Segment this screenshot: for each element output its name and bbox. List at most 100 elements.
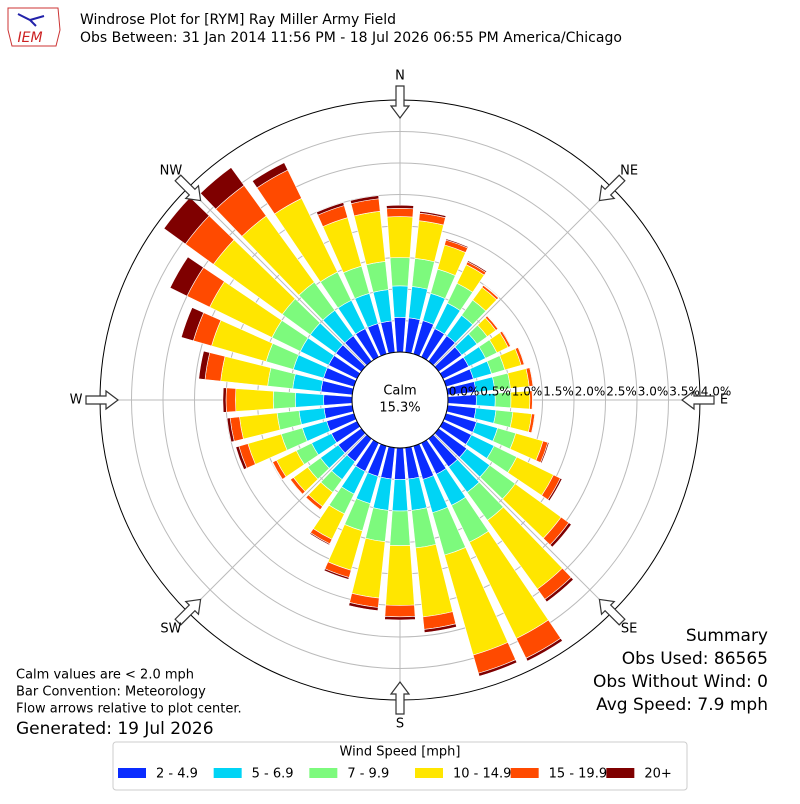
flow-arrow bbox=[598, 174, 626, 202]
summary-line: Avg Speed: 7.9 mph bbox=[596, 695, 768, 715]
arrow-shape bbox=[389, 681, 411, 715]
bar-segment bbox=[544, 576, 574, 603]
bar-segment bbox=[384, 604, 416, 618]
bar-segment bbox=[349, 195, 380, 205]
bar-segment bbox=[482, 284, 500, 299]
bar-segment bbox=[235, 388, 274, 412]
bar-segment bbox=[226, 417, 235, 443]
bar-segment bbox=[386, 204, 414, 210]
bar-segment bbox=[316, 202, 345, 216]
legend-label: 10 - 14.9 bbox=[453, 767, 511, 782]
bar-segment bbox=[386, 208, 414, 218]
grid-ring bbox=[162, 162, 638, 638]
radial-tick-label: 1.0% bbox=[512, 385, 543, 399]
bar-segment bbox=[199, 167, 245, 210]
summary-line: Obs Used: 86565 bbox=[622, 649, 768, 669]
bar-segment bbox=[225, 387, 237, 413]
bar-segment bbox=[384, 615, 416, 621]
bar-segment bbox=[309, 532, 331, 546]
flow-arrow bbox=[174, 174, 202, 202]
flow-arrow bbox=[85, 389, 119, 411]
plot-area bbox=[85, 85, 715, 715]
note: Flow arrows relative to plot center. bbox=[16, 702, 242, 717]
arrow-shape bbox=[174, 174, 202, 202]
radial-tick-label: 3.0% bbox=[638, 385, 669, 399]
bar-segment bbox=[198, 350, 211, 380]
bar-segment bbox=[419, 210, 447, 219]
bar-segment bbox=[549, 522, 572, 548]
generated: Generated: 19 Jul 2026 bbox=[16, 719, 214, 739]
arrow-shape bbox=[174, 598, 202, 626]
bar-segment bbox=[304, 497, 321, 511]
bar-segment bbox=[222, 387, 227, 413]
arrow-shape bbox=[85, 389, 119, 411]
radial-tick-label: 2.5% bbox=[606, 385, 637, 399]
legend-swatch bbox=[213, 768, 242, 778]
bar-segment bbox=[486, 315, 499, 330]
bar-segment bbox=[525, 637, 563, 662]
radial-tick-label: 3.5% bbox=[669, 385, 700, 399]
bar-segment bbox=[295, 392, 325, 408]
flow-arrow bbox=[681, 389, 715, 411]
legend-label: 2 - 4.9 bbox=[156, 767, 198, 782]
bar-segment bbox=[391, 478, 409, 512]
bar-segment bbox=[540, 442, 550, 464]
legend-title: Wind Speed [mph] bbox=[340, 745, 461, 760]
bar-segment bbox=[423, 623, 457, 633]
compass-label: N bbox=[395, 69, 405, 84]
flow-arrow bbox=[598, 598, 626, 626]
logo: IEM bbox=[7, 7, 61, 47]
legend-box bbox=[112, 741, 688, 791]
bar-segment bbox=[531, 390, 534, 410]
flow-arrow bbox=[389, 681, 411, 715]
legend-label: 15 - 19.9 bbox=[549, 767, 607, 782]
bar-segment bbox=[547, 477, 563, 502]
logo-mark bbox=[17, 13, 45, 27]
radial-tick-label: 1.5% bbox=[543, 385, 574, 399]
legend-swatch bbox=[118, 768, 146, 778]
bar-segment bbox=[394, 447, 406, 480]
bar-segment bbox=[531, 413, 536, 434]
bar-segment bbox=[386, 216, 414, 259]
bar-segment bbox=[467, 260, 488, 273]
arrow-shape bbox=[389, 85, 411, 119]
bar-segment bbox=[235, 445, 248, 470]
bar-segment bbox=[323, 568, 350, 580]
bar-segment bbox=[289, 479, 303, 496]
chart-title: Windrose Plot for [RYM] Ray Miller Army … bbox=[80, 12, 396, 28]
logo-text: IEM bbox=[17, 30, 42, 46]
flow-arrow bbox=[174, 598, 202, 626]
legend-swatch bbox=[606, 768, 635, 778]
chart-subtitle: Obs Between: 31 Jan 2014 11:56 PM - 18 J… bbox=[80, 30, 622, 46]
bar-segment bbox=[477, 659, 518, 677]
compass-label: E bbox=[720, 393, 728, 408]
flow-arrow bbox=[389, 85, 411, 119]
legend-swatch bbox=[309, 768, 338, 778]
compass-label: W bbox=[70, 393, 83, 408]
bar-segment bbox=[389, 510, 411, 546]
arrow-shape bbox=[598, 598, 626, 626]
bar-segment bbox=[445, 238, 469, 249]
legend-swatch bbox=[415, 768, 443, 778]
bar-segment bbox=[180, 307, 205, 342]
radial-tick-label: 0.5% bbox=[480, 385, 511, 399]
bar-segment bbox=[323, 394, 353, 406]
bar-segment bbox=[271, 461, 283, 481]
compass-label: SE bbox=[621, 622, 637, 637]
legend-swatch bbox=[510, 768, 539, 778]
bar-segment bbox=[517, 346, 526, 365]
arrow-shape bbox=[681, 389, 715, 411]
summary-line: Obs Without Wind: 0 bbox=[593, 672, 768, 692]
note: Calm values are < 2.0 mph bbox=[16, 668, 194, 683]
compass-label: NE bbox=[620, 163, 638, 178]
bar-segment bbox=[391, 285, 409, 318]
legend-label: 20+ bbox=[644, 767, 671, 782]
bar-segment bbox=[348, 602, 379, 611]
grid-ring bbox=[131, 131, 669, 669]
compass-label: NW bbox=[160, 163, 183, 178]
bar-segment bbox=[169, 256, 204, 297]
arrow-shape bbox=[598, 174, 626, 202]
bar-segment bbox=[385, 544, 415, 606]
radial-tick-label: 0.0% bbox=[449, 385, 480, 399]
